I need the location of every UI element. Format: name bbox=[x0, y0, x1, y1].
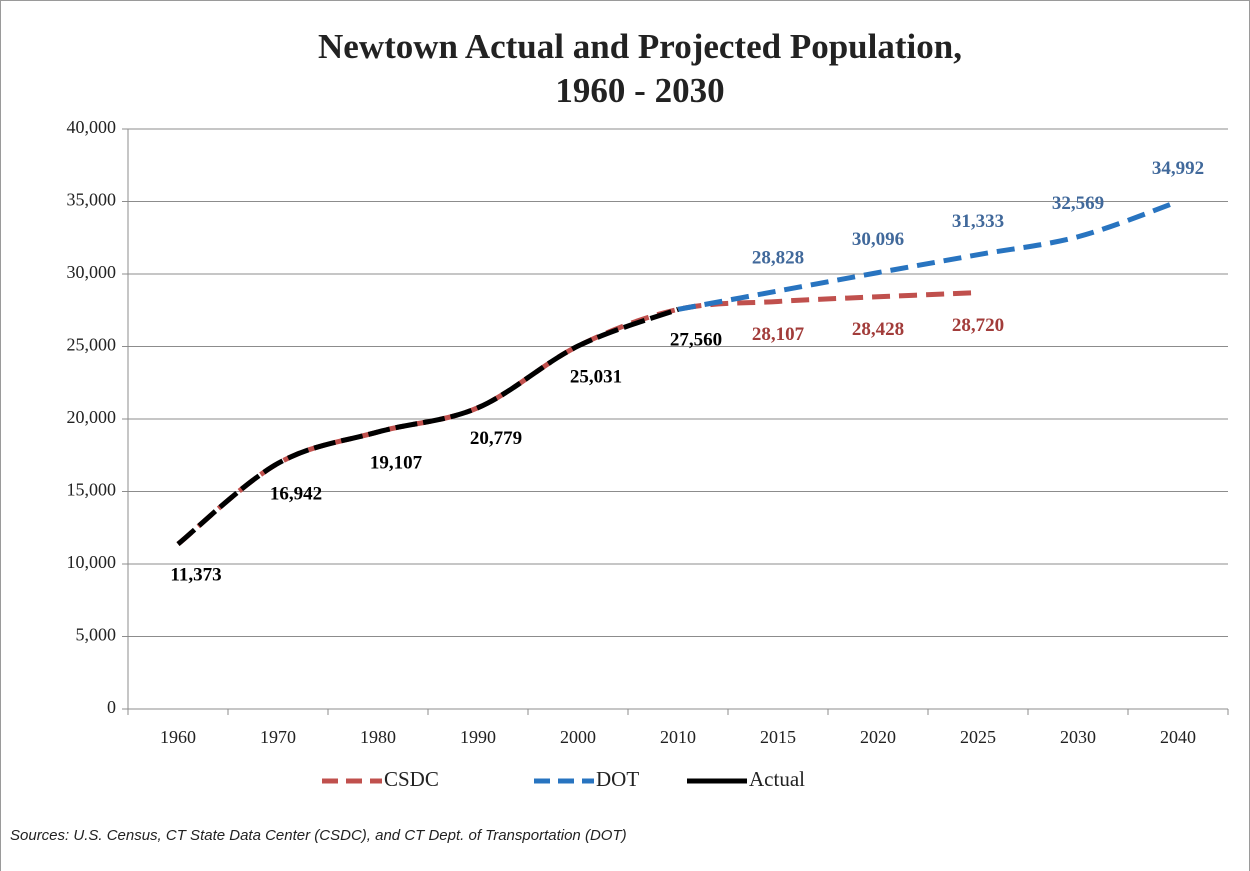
y-tick-label: 20,000 bbox=[67, 407, 117, 427]
y-tick-label: 15,000 bbox=[67, 480, 117, 500]
data-label: 20,779 bbox=[470, 428, 522, 449]
y-tick-label: 30,000 bbox=[67, 262, 117, 282]
data-label: 30,096 bbox=[852, 229, 904, 250]
data-label: 25,031 bbox=[570, 366, 622, 387]
data-label: 28,428 bbox=[852, 319, 904, 340]
line-series bbox=[677, 199, 1179, 312]
legend-label: Actual bbox=[749, 767, 805, 791]
data-label: 16,942 bbox=[270, 484, 322, 505]
x-tick-label: 1990 bbox=[460, 727, 496, 747]
y-tick-label: 5,000 bbox=[76, 625, 117, 645]
y-tick-label: 35,000 bbox=[67, 190, 117, 210]
y-tick-label: 40,000 bbox=[67, 117, 117, 137]
source-note: Sources: U.S. Census, CT State Data Cent… bbox=[10, 827, 627, 844]
x-tick-label: 2030 bbox=[1060, 727, 1096, 747]
data-label: 31,333 bbox=[952, 211, 1004, 232]
line-series bbox=[176, 290, 979, 547]
x-tick-label: 1980 bbox=[360, 727, 396, 747]
x-tick-label: 2020 bbox=[860, 727, 896, 747]
data-label: 11,373 bbox=[170, 564, 221, 585]
data-label: 19,107 bbox=[370, 452, 423, 473]
data-label: 28,107 bbox=[752, 324, 805, 345]
legend-label: CSDC bbox=[384, 767, 439, 791]
data-label: 34,992 bbox=[1152, 158, 1204, 179]
x-tick-label: 2000 bbox=[560, 727, 596, 747]
x-tick-label: 1960 bbox=[160, 727, 196, 747]
chart-title: Newtown Actual and Projected Population, bbox=[318, 27, 962, 66]
x-tick-label: 2025 bbox=[960, 727, 996, 747]
x-tick-label: 2010 bbox=[660, 727, 696, 747]
y-tick-label: 0 bbox=[107, 697, 116, 717]
y-tick-label: 25,000 bbox=[67, 335, 117, 355]
x-tick-label: 2015 bbox=[760, 727, 796, 747]
legend-label: DOT bbox=[596, 767, 639, 791]
x-tick-label: 2040 bbox=[1160, 727, 1196, 747]
x-tick-label: 1970 bbox=[260, 727, 296, 747]
line-series bbox=[176, 307, 679, 547]
data-label: 28,828 bbox=[752, 247, 804, 268]
data-label: 32,569 bbox=[1052, 193, 1104, 214]
data-label: 27,560 bbox=[670, 330, 722, 351]
data-label: 28,720 bbox=[952, 315, 1004, 336]
y-tick-label: 10,000 bbox=[67, 552, 117, 572]
chart-title: 1960 - 2030 bbox=[555, 71, 724, 110]
